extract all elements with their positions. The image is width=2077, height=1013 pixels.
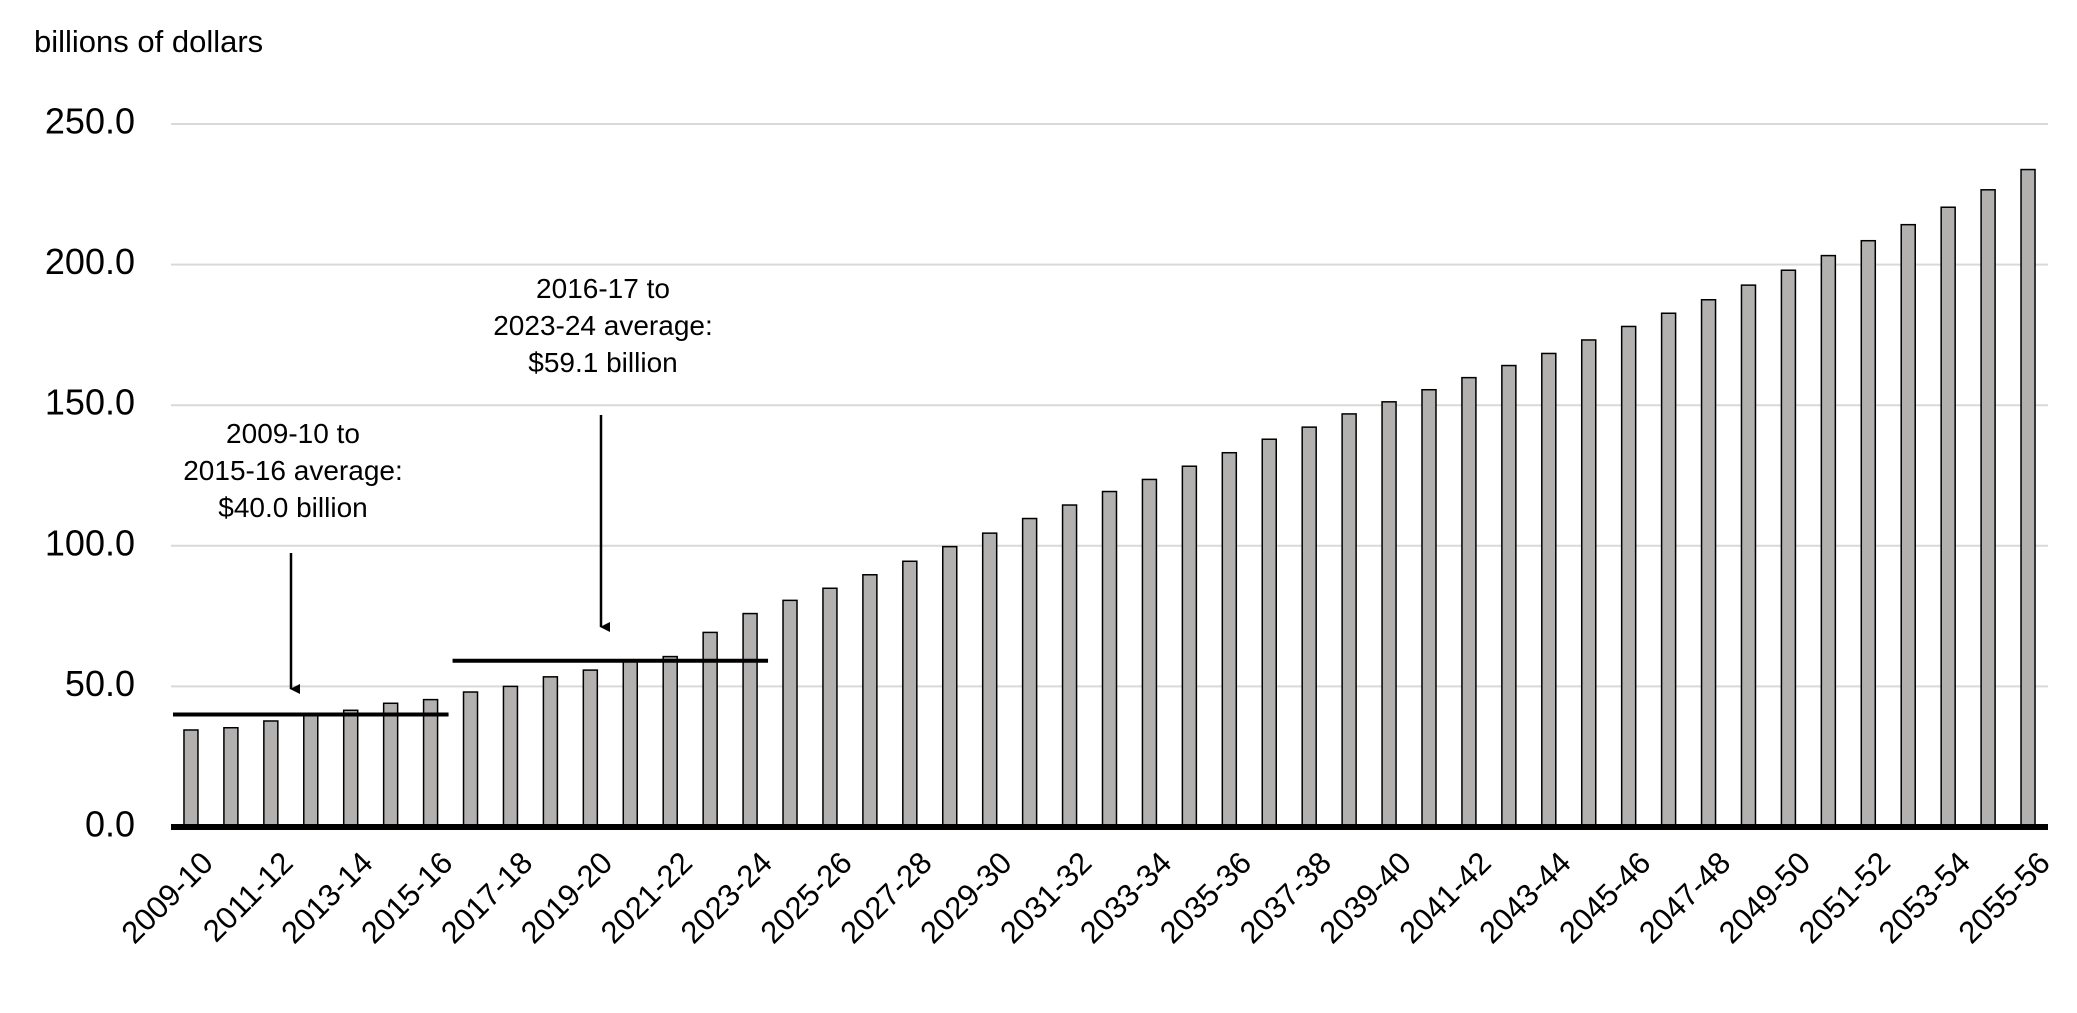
annotation-text: 2016-17 to — [536, 273, 670, 304]
annotation-text: 2009-10 to — [226, 418, 360, 449]
bar — [1261, 438, 1277, 828]
annotation-text: $40.0 billion — [218, 492, 367, 523]
annotation-text: $59.1 billion — [528, 347, 677, 378]
bar — [1301, 426, 1317, 828]
annotation-text: 2015-16 average: — [183, 455, 403, 486]
bar — [1900, 223, 1916, 828]
bar — [303, 713, 319, 828]
bar — [902, 560, 918, 828]
bar — [1740, 284, 1757, 828]
bar — [542, 676, 559, 828]
bar — [1141, 478, 1158, 828]
bar — [342, 709, 359, 828]
bar — [502, 685, 519, 828]
bar — [1940, 206, 1956, 828]
bar — [183, 729, 199, 828]
bar — [942, 545, 958, 828]
bar — [1421, 388, 1437, 828]
bar — [582, 669, 599, 828]
bar — [782, 599, 798, 828]
y-tick-label: 150.0 — [45, 382, 135, 423]
x-tick-label: 2009-10 — [115, 845, 220, 950]
bar — [1221, 451, 1238, 828]
bar — [981, 532, 998, 828]
bar — [1620, 325, 1637, 828]
bar — [1181, 465, 1198, 828]
y-tick-label: 200.0 — [45, 241, 135, 282]
bar — [223, 726, 239, 828]
bar — [1860, 239, 1877, 828]
y-tick-label: 100.0 — [45, 522, 135, 563]
bar — [1021, 517, 1038, 828]
bar — [742, 612, 758, 828]
bar — [1541, 352, 1557, 828]
bar — [1980, 189, 1996, 828]
bar — [382, 702, 399, 828]
bar — [1381, 401, 1397, 828]
bar — [1660, 312, 1677, 828]
bar — [1700, 299, 1717, 828]
y-tick-label: 0.0 — [85, 804, 135, 845]
bar — [662, 655, 678, 828]
bar — [862, 574, 878, 828]
y-axis-label: billions of dollars — [34, 24, 263, 59]
bar — [622, 660, 639, 828]
bar — [263, 720, 279, 828]
bar — [1501, 364, 1517, 828]
y-tick-label: 250.0 — [45, 101, 135, 142]
bar — [822, 587, 838, 828]
bar — [1341, 413, 1357, 828]
annotation-text: 2023-24 average: — [493, 310, 713, 341]
bar — [1580, 339, 1597, 828]
bar — [1461, 376, 1477, 828]
bar — [1061, 504, 1078, 828]
bar — [462, 691, 479, 828]
y-tick-label: 50.0 — [65, 663, 135, 704]
bar — [1101, 490, 1118, 828]
bar — [2020, 168, 2036, 828]
bar — [1820, 254, 1837, 828]
bar — [1780, 269, 1797, 828]
bar — [422, 698, 439, 828]
